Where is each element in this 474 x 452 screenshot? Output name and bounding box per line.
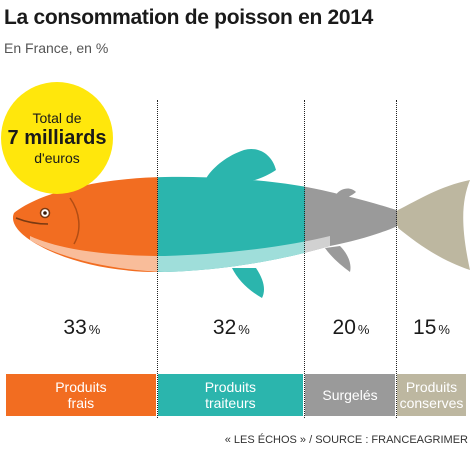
total-amount: 7 milliards xyxy=(7,126,107,149)
category-band-produits-frais: Produits frais xyxy=(6,374,156,416)
total-badge: Total de 7 milliards d'euros xyxy=(1,82,113,194)
segment-divider xyxy=(304,100,305,418)
value-number: 15 xyxy=(413,316,437,339)
category-band-surgeles: Surgelés xyxy=(305,374,395,416)
value-label-produits-conserves: 15% xyxy=(372,316,474,340)
source-credit: « LES ÉCHOS » / SOURCE : FRANCEAGRIMER xyxy=(224,434,468,446)
fish-segment-surgeles xyxy=(305,148,397,298)
category-band-produits-traiteurs: Produits traiteurs xyxy=(157,374,303,416)
total-label: Total de xyxy=(32,110,82,127)
fish-segment-produits-traiteurs xyxy=(157,148,305,298)
value-unit: % xyxy=(88,322,101,337)
value-unit: % xyxy=(238,322,250,337)
fish-segment-produits-conserves xyxy=(397,148,470,298)
chart-title: La consommation de poisson en 2014 xyxy=(4,6,374,29)
value-unit: % xyxy=(438,322,450,337)
value-number: 32 xyxy=(212,316,237,339)
value-label-produits-traiteurs: 32% xyxy=(171,316,291,340)
value-number: 33 xyxy=(63,316,87,339)
segment-divider xyxy=(156,100,158,418)
value-unit: % xyxy=(357,322,370,337)
value-label-produits-frais: 33% xyxy=(22,316,142,340)
segment-divider xyxy=(396,100,397,418)
value-number: 20 xyxy=(332,316,356,339)
total-unit: d'euros xyxy=(34,149,80,166)
category-band-produits-conserves: Produits conserves xyxy=(397,374,466,416)
chart-subtitle: En France, en % xyxy=(4,40,109,56)
value-label-surgeles: 20% xyxy=(291,316,411,340)
